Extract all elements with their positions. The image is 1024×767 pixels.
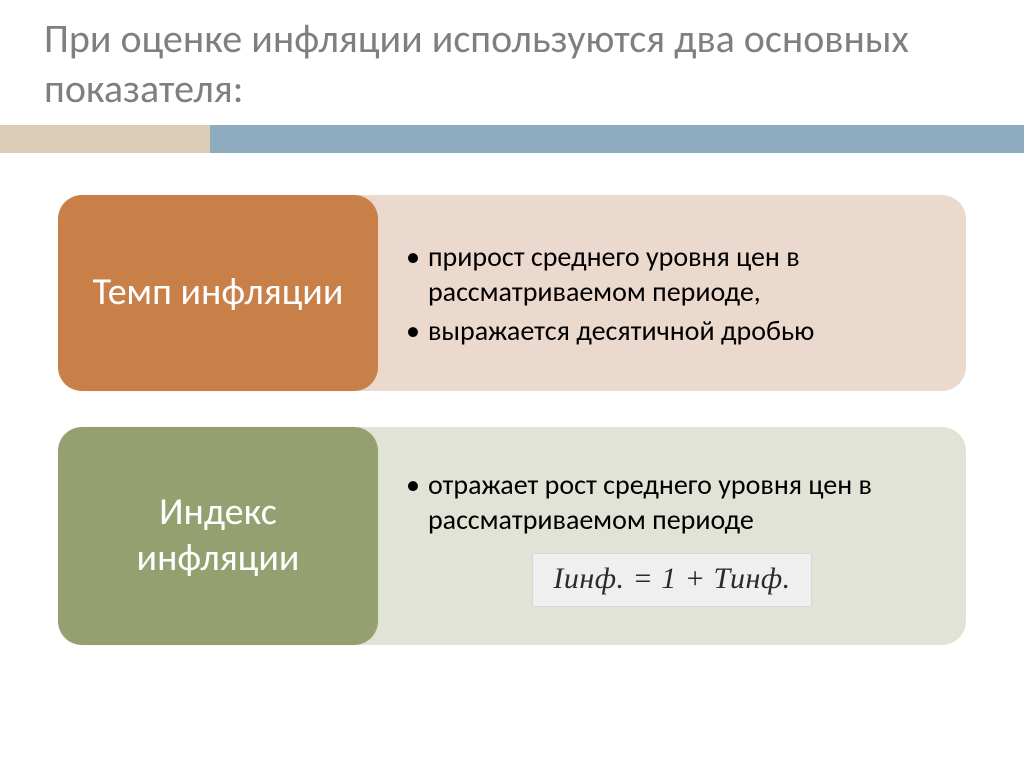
content-area: Темп инфляции • прирост среднего уровня … <box>58 195 966 681</box>
accent-bar-right <box>210 125 1024 153</box>
bullet-icon: • <box>406 313 420 348</box>
bullet-item: • выражается десятичной дробью <box>406 313 938 348</box>
bullet-icon: • <box>406 239 420 309</box>
slide: При оценке инфляции используются два осн… <box>0 0 1024 767</box>
accent-bar <box>0 125 1024 153</box>
indicator-description: • отражает рост среднего уровня цен в ра… <box>358 427 966 645</box>
bullet-icon: • <box>406 467 420 537</box>
title-block: При оценке инфляции используются два осн… <box>0 0 1024 122</box>
indicator-label: Индекс инфляции <box>58 427 378 645</box>
indicator-label-text: Темп инфляции <box>93 270 344 316</box>
accent-bar-left <box>0 125 210 153</box>
page-title: При оценке инфляции используются два осн… <box>44 14 984 114</box>
bullet-text: отражает рост среднего уровня цен в расс… <box>428 467 938 537</box>
bullet-item: • прирост среднего уровня цен в рассматр… <box>406 239 938 309</box>
bullet-item: • отражает рост среднего уровня цен в ра… <box>406 467 938 537</box>
indicator-label: Темп инфляции <box>58 195 378 391</box>
bullet-text: выражается десятичной дробью <box>428 313 814 348</box>
indicator-row: Темп инфляции • прирост среднего уровня … <box>58 195 966 391</box>
indicator-row: Индекс инфляции • отражает рост среднего… <box>58 427 966 645</box>
indicator-description: • прирост среднего уровня цен в рассматр… <box>358 195 966 391</box>
formula-container: Iинф. = 1 + Тинф. <box>406 553 938 607</box>
indicator-label-text: Индекс инфляции <box>76 490 360 581</box>
bullet-text: прирост среднего уровня цен в рассматрив… <box>428 239 938 309</box>
formula-box: Iинф. = 1 + Тинф. <box>532 553 811 607</box>
